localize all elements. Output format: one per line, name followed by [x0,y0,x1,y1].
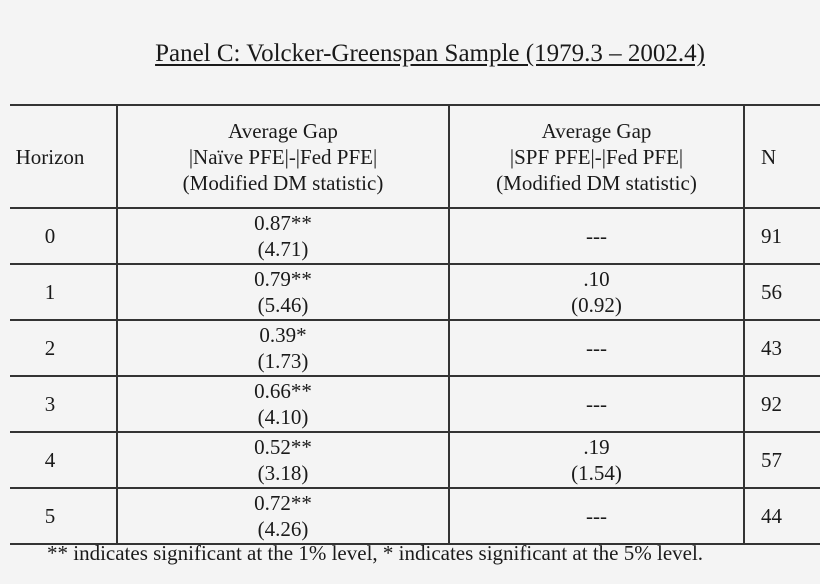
naive-gap-stat: (5.46) [257,293,309,317]
horizon-cell: 1 [10,263,117,321]
footnote: ** indicates significant at the 1% level… [47,541,704,565]
naive-gap-cell: 0.52** (3.18) [116,431,450,489]
naive-gap-value: 0.87** [254,211,312,235]
horizon-cell: 2 [10,319,117,377]
horizon-value: 0 [44,224,56,248]
horizon-value: 3 [44,392,56,416]
horizon-cell: 3 [10,375,117,433]
naive-gap-cell: 0.66** (4.10) [116,375,450,433]
naive-gap-cell: 0.79** (5.46) [116,263,450,321]
n-cell: 56 [744,263,820,321]
horizon-cell: 5 [10,487,117,545]
spf-gap-cell: --- [449,375,745,433]
header-naive-gap: Average Gap |Naïve PFE|-|Fed PFE| (Modif… [116,104,450,209]
n-cell: 43 [744,319,820,377]
spf-gap-value: .19 [583,435,610,459]
header-spf-gap: Average Gap |SPF PFE|-|Fed PFE| (Modifie… [449,104,745,209]
naive-gap-stat: (1.73) [257,349,309,373]
naive-gap-cell: 0.87** (4.71) [116,207,450,265]
horizon-value: 5 [44,504,56,528]
panel-title: Panel C: Volcker-Greenspan Sample (1979.… [155,40,705,67]
header-horizon: Horizon [10,104,117,209]
spf-gap-cell: .10 (0.92) [449,263,745,321]
spf-gap-cell: --- [449,319,745,377]
naive-gap-stat: (4.71) [257,237,309,261]
naive-gap-stat: (3.18) [257,461,309,485]
spf-gap-stat: (1.54) [571,461,622,485]
table-row: 5 0.72** (4.26) --- 44 [10,487,820,545]
n-cell: 57 [744,431,820,489]
spf-gap-value: --- [586,392,607,416]
naive-gap-value: 0.39* [259,323,307,347]
table-row: 3 0.66** (4.10) --- 92 [10,375,820,433]
header-line: |SPF PFE|-|Fed PFE| [509,144,684,169]
spf-gap-stat: (0.92) [571,293,622,317]
table-row: 1 0.79** (5.46) .10 (0.92) 56 [10,263,820,321]
spf-gap-value: --- [586,224,607,248]
header-line: Average Gap [228,118,338,143]
naive-gap-value: 0.79** [254,267,312,291]
n-cell: 91 [744,207,820,265]
spf-gap-value: .10 [583,267,610,291]
header-line: |Naïve PFE|-|Fed PFE| [188,144,378,169]
horizon-cell: 0 [10,207,117,265]
spf-gap-value: --- [586,504,607,528]
naive-gap-value: 0.52** [254,435,312,459]
naive-gap-stat: (4.26) [257,517,309,541]
naive-gap-value: 0.72** [254,491,312,515]
naive-gap-cell: 0.39* (1.73) [116,319,450,377]
naive-gap-value: 0.66** [254,379,312,403]
header-horizon-label: Horizon [15,144,85,169]
n-cell: 92 [744,375,820,433]
table-row: 4 0.52** (3.18) .19 (1.54) 57 [10,431,820,489]
table-row: 0 0.87** (4.71) --- 91 [10,207,820,265]
spf-gap-value: --- [586,336,607,360]
table-row: 2 0.39* (1.73) --- 43 [10,319,820,377]
header-n: N [744,104,820,209]
horizon-cell: 4 [10,431,117,489]
naive-gap-cell: 0.72** (4.26) [116,487,450,545]
spf-gap-cell: .19 (1.54) [449,431,745,489]
naive-gap-stat: (4.10) [257,405,309,429]
header-line: (Modified DM statistic) [496,170,697,195]
horizon-value: 2 [44,336,56,360]
horizon-value: 1 [44,280,56,304]
header-row: Horizon Average Gap |Naïve PFE|-|Fed PFE… [10,104,820,209]
spf-gap-cell: --- [449,207,745,265]
header-line: Average Gap [541,118,652,143]
horizon-value: 4 [44,448,56,472]
header-line: (Modified DM statistic) [182,170,384,195]
results-table: Horizon Average Gap |Naïve PFE|-|Fed PFE… [10,104,820,545]
n-cell: 44 [744,487,820,545]
spf-gap-cell: --- [449,487,745,545]
